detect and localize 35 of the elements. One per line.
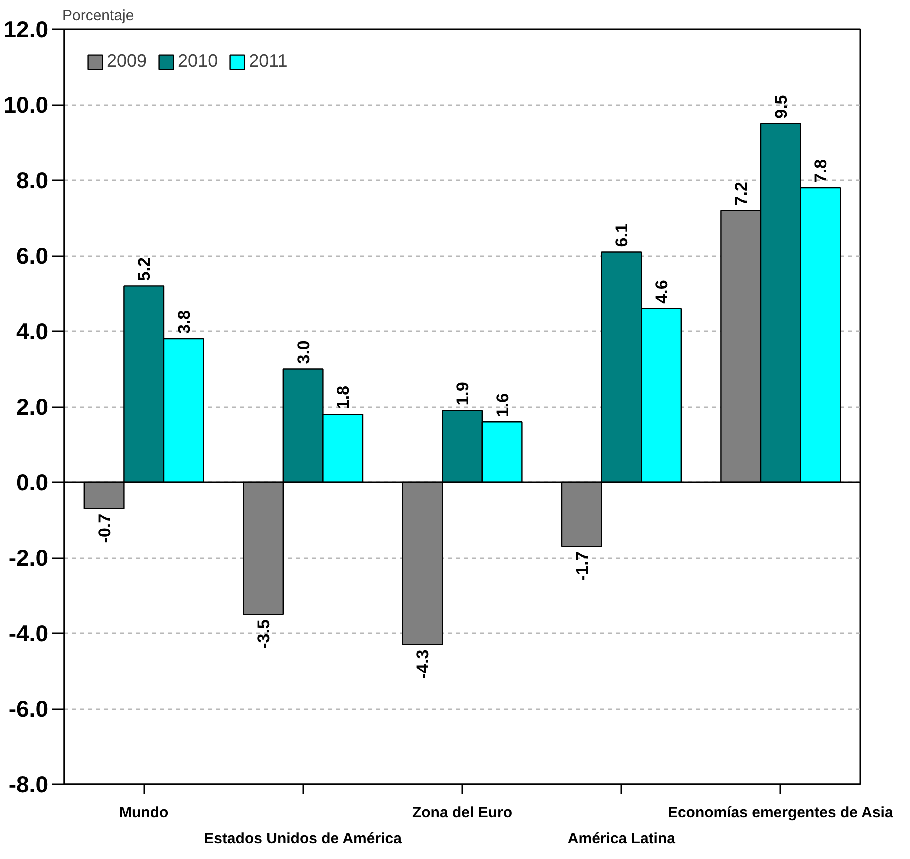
y-tick-label: 0.0 (16, 470, 49, 496)
data-label: -1.7 (572, 552, 592, 581)
data-label: 1.8 (334, 386, 354, 410)
data-label: 7.2 (732, 182, 752, 206)
data-label: 4.6 (652, 280, 672, 304)
y-tick-label: -2.0 (8, 545, 49, 571)
y-tick-label: 8.0 (16, 168, 49, 194)
data-label: 5.2 (135, 258, 154, 282)
x-tick-label: Economías emergentes de Asia (668, 804, 894, 822)
data-label: -3.5 (254, 620, 274, 649)
data-label: 9.5 (772, 95, 791, 119)
data-label: 1.6 (493, 393, 512, 418)
y-tick-label: 10.0 (4, 92, 48, 118)
data-label: 3.0 (294, 340, 314, 364)
data-label: 7.8 (812, 159, 831, 184)
y-tick-label: 12.0 (4, 16, 48, 42)
data-label: -0.7 (95, 514, 114, 544)
x-tick-label: Mundo (120, 804, 169, 822)
legend-label: 2010 (178, 51, 218, 72)
y-tick-label: 2.0 (16, 394, 49, 420)
x-tick-label: América Latina (568, 830, 676, 848)
x-tick-label: Estados Unidos de América (204, 830, 403, 848)
y-tick-label: 4.0 (16, 318, 49, 344)
legend-label: 2009 (107, 51, 148, 72)
y-tick-label: -8.0 (8, 772, 49, 798)
y-tick-label: -4.0 (8, 620, 49, 646)
data-label: -4.3 (414, 650, 433, 680)
y-tick-label: 6.0 (16, 243, 49, 269)
data-label: 6.1 (612, 224, 632, 248)
y-tick-label: -6.0 (8, 696, 49, 722)
legend-label: 2011 (249, 51, 288, 72)
data-label: 1.9 (454, 382, 472, 406)
data-label: 3.8 (174, 310, 194, 334)
y-axis-title: Porcentaje (62, 8, 134, 24)
x-tick-label: Zona del Euro (412, 804, 513, 822)
